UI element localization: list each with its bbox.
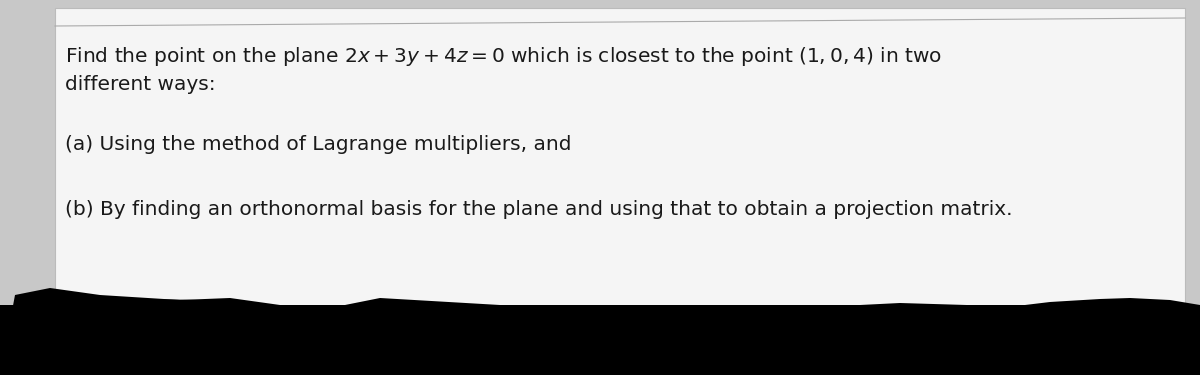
Text: Find the point on the plane $2x + 3y + 4z = 0$ which is closest to the point $(1: Find the point on the plane $2x + 3y + 4… [65, 45, 942, 68]
Text: (b) By finding an orthonormal basis for the plane and using that to obtain a pro: (b) By finding an orthonormal basis for … [65, 200, 1013, 219]
Polygon shape [0, 298, 1200, 375]
Polygon shape [0, 288, 280, 375]
Bar [0, 305, 1200, 375]
Text: different ways:: different ways: [65, 75, 216, 94]
Text: (a) Using the method of Lagrange multipliers, and: (a) Using the method of Lagrange multipl… [65, 135, 571, 154]
Polygon shape [1000, 298, 1200, 375]
Bar [55, 8, 1186, 310]
